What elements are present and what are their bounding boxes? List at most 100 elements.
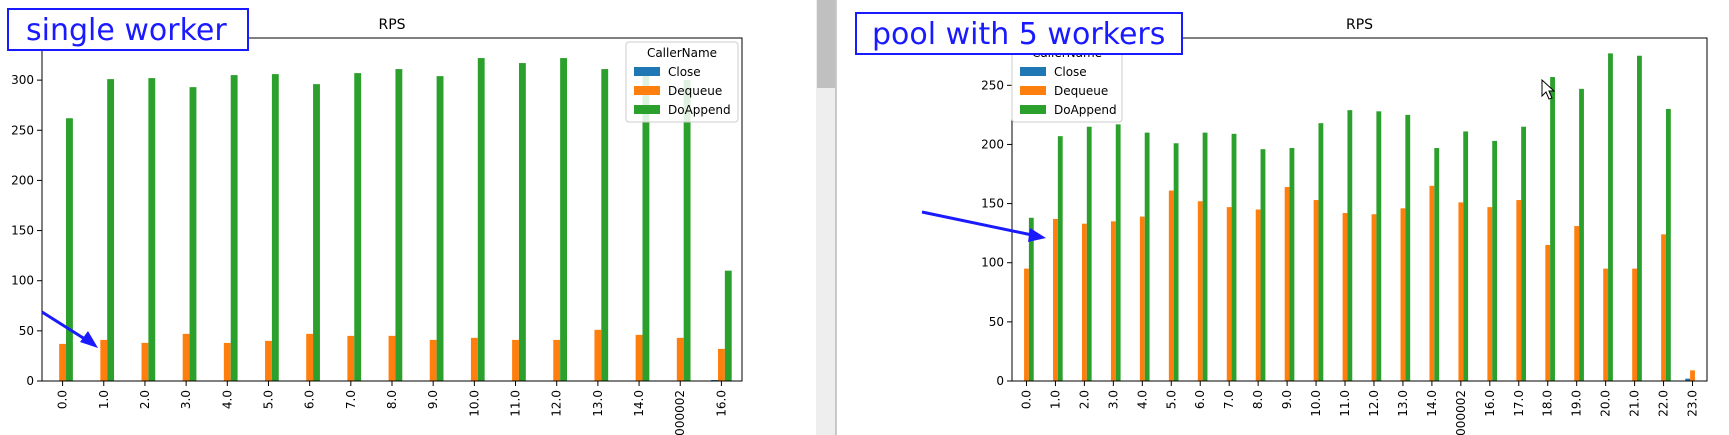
x-tick-label: 16.0 bbox=[714, 390, 728, 417]
y-tick-label: 250 bbox=[981, 78, 1004, 92]
bar-doappend-12.0 bbox=[560, 58, 567, 382]
x-tick-label: 17.0 bbox=[1512, 390, 1526, 417]
x-tick-label: 22.0 bbox=[1657, 390, 1671, 417]
bar-doappend-9.0 bbox=[1289, 147, 1295, 381]
x-tick-label: 13.0 bbox=[591, 390, 605, 417]
x-tick-label: 1.0 bbox=[1048, 390, 1062, 409]
y-tick-label: 300 bbox=[11, 73, 34, 87]
callout-single-worker: single worker bbox=[26, 13, 227, 48]
bar-doappend-4.0 bbox=[230, 75, 238, 381]
legend-swatch-doappend bbox=[1020, 105, 1046, 114]
bar-dequeue-9.0 bbox=[1284, 187, 1290, 381]
legend-title: CallerName bbox=[647, 46, 717, 60]
bar-doappend-17.0 bbox=[1521, 126, 1527, 381]
y-tick-label: 200 bbox=[11, 173, 34, 187]
bar-dequeue-17.0 bbox=[1516, 200, 1522, 381]
x-tick-label: 8.0 bbox=[1251, 390, 1265, 409]
legend-label-doappend: DoAppend bbox=[1054, 103, 1117, 117]
bar-doappend-10.0 bbox=[1318, 123, 1324, 381]
bar-doappend-7.0 bbox=[1231, 133, 1237, 381]
scrollbar-thumb[interactable] bbox=[817, 0, 835, 88]
y-tick-label: 50 bbox=[989, 315, 1004, 329]
bar-close-16.0 bbox=[711, 379, 718, 381]
x-tick-label: 14.0 bbox=[632, 390, 646, 417]
x-tick-label: 19.0 bbox=[1570, 390, 1584, 417]
bar-doappend-16.0 bbox=[724, 270, 732, 381]
pane-splitter[interactable] bbox=[816, 0, 836, 435]
legend-swatch-dequeue bbox=[1020, 86, 1046, 95]
bar-dequeue-13.0 bbox=[1400, 208, 1406, 381]
x-tick-label: 13.0 bbox=[1396, 390, 1410, 417]
legend-label-doappend: DoAppend bbox=[668, 103, 731, 117]
bar-doappend-22.0 bbox=[1665, 108, 1671, 381]
bar-doappend-000002 bbox=[683, 80, 691, 382]
y-tick-label: 250 bbox=[11, 123, 34, 137]
y-tick-label: 0 bbox=[26, 374, 34, 388]
y-tick-label: 100 bbox=[981, 256, 1004, 270]
callout-box-left bbox=[7, 8, 249, 51]
bar-doappend-6.0 bbox=[1202, 132, 1208, 381]
bar-dequeue-21.0 bbox=[1632, 268, 1638, 381]
x-tick-label: 12.0 bbox=[1367, 390, 1381, 417]
x-tick-label: 6.0 bbox=[303, 390, 317, 409]
bar-dequeue-10.0 bbox=[470, 337, 478, 381]
x-tick-label: 3.0 bbox=[1106, 390, 1120, 409]
bar-doappend-13.0 bbox=[1405, 114, 1411, 382]
bar-doappend-2.0 bbox=[1086, 126, 1092, 381]
bar-dequeue-1.0 bbox=[1053, 218, 1058, 381]
bar-dequeue-22.0 bbox=[1661, 234, 1666, 381]
x-tick-label: 9.0 bbox=[426, 390, 440, 409]
bar-doappend-9.0 bbox=[436, 76, 444, 381]
bar-doappend-3.0 bbox=[189, 87, 197, 381]
bar-dequeue-3.0 bbox=[182, 333, 190, 381]
bar-doappend-20.0 bbox=[1608, 53, 1613, 382]
bar-doappend-21.0 bbox=[1637, 55, 1642, 381]
legend-swatch-close bbox=[1020, 67, 1046, 76]
x-tick-label: 16.0 bbox=[1483, 390, 1497, 417]
bar-doappend-14.0 bbox=[1434, 147, 1440, 381]
legend-box bbox=[625, 41, 739, 123]
callout-pool-5-workers: pool with 5 workers bbox=[872, 17, 1165, 52]
bar-doappend-8.0 bbox=[395, 69, 403, 382]
bar-dequeue-19.0 bbox=[1574, 226, 1580, 381]
bar-doappend-14.0 bbox=[642, 73, 650, 381]
bar-dequeue-11.0 bbox=[1342, 213, 1348, 381]
bar-doappend-11.0 bbox=[518, 63, 526, 382]
y-tick-label: 200 bbox=[981, 137, 1004, 151]
bar-doappend-5.0 bbox=[271, 74, 279, 382]
bar-dequeue-23.0 bbox=[1690, 370, 1695, 381]
x-tick-label: 12.0 bbox=[550, 390, 564, 417]
bar-dequeue-000002 bbox=[676, 337, 684, 381]
bar-dequeue-7.0 bbox=[1226, 207, 1232, 381]
x-tick-label: 21.0 bbox=[1628, 390, 1642, 417]
bar-dequeue-7.0 bbox=[347, 335, 355, 381]
bar-dequeue-4.0 bbox=[223, 342, 231, 381]
bar-dequeue-8.0 bbox=[1255, 209, 1261, 381]
x-tick-label: 18.0 bbox=[1541, 390, 1555, 417]
legend-label-dequeue: Dequeue bbox=[668, 84, 722, 98]
arrow-right bbox=[921, 210, 1046, 242]
bar-doappend-3.0 bbox=[1115, 124, 1121, 382]
bar-doappend-10.0 bbox=[477, 58, 485, 382]
bar-doappend-4.0 bbox=[1144, 132, 1150, 381]
x-tick-label: 9.0 bbox=[1280, 390, 1294, 409]
x-tick-label: 000002 bbox=[1454, 390, 1468, 435]
bar-dequeue-16.0 bbox=[1487, 207, 1493, 381]
mouse-cursor-icon bbox=[1541, 78, 1556, 100]
x-tick-label: 11.0 bbox=[509, 390, 523, 417]
bar-dequeue-5.0 bbox=[265, 340, 272, 381]
bar-doappend-13.0 bbox=[601, 69, 609, 382]
x-tick-label: 10.0 bbox=[1309, 390, 1323, 417]
bar-doappend-12.0 bbox=[1376, 111, 1382, 382]
x-tick-label: 0.0 bbox=[56, 390, 70, 409]
y-tick-label: 50 bbox=[19, 324, 34, 338]
bar-doappend-18.0 bbox=[1550, 77, 1555, 381]
x-tick-label: 8.0 bbox=[385, 390, 399, 409]
bar-doappend-7.0 bbox=[354, 73, 362, 381]
x-tick-label: 2.0 bbox=[1077, 390, 1091, 409]
x-tick-label: 7.0 bbox=[344, 390, 358, 409]
bar-dequeue-12.0 bbox=[1371, 214, 1377, 381]
bar-dequeue-2.0 bbox=[1081, 223, 1087, 381]
x-tick-label: 20.0 bbox=[1599, 390, 1613, 417]
